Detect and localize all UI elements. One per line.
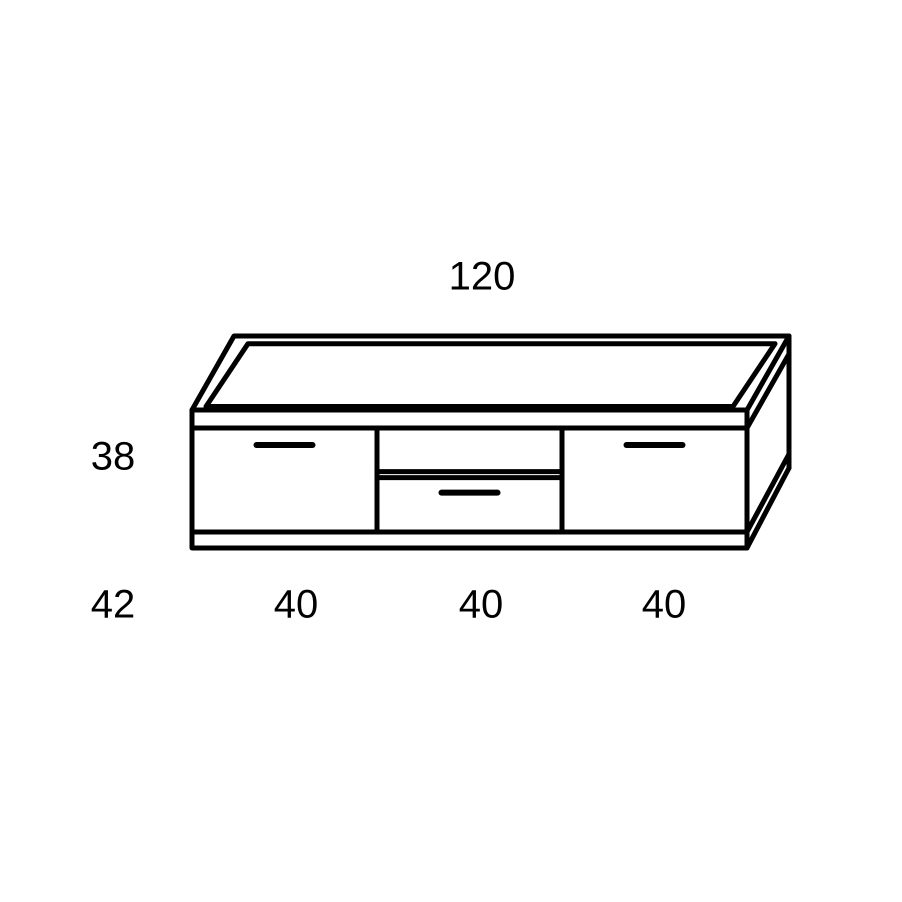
dim-section-2: 40: [459, 583, 504, 628]
furniture-diagram: 120 38 42 40 40 40: [0, 0, 902, 902]
dim-section-3: 40: [642, 583, 687, 628]
dim-section-1: 40: [274, 583, 319, 628]
dim-total-width: 120: [449, 255, 516, 300]
dim-depth: 42: [91, 583, 136, 628]
line-drawing: [0, 0, 902, 902]
dim-height: 38: [91, 435, 136, 480]
